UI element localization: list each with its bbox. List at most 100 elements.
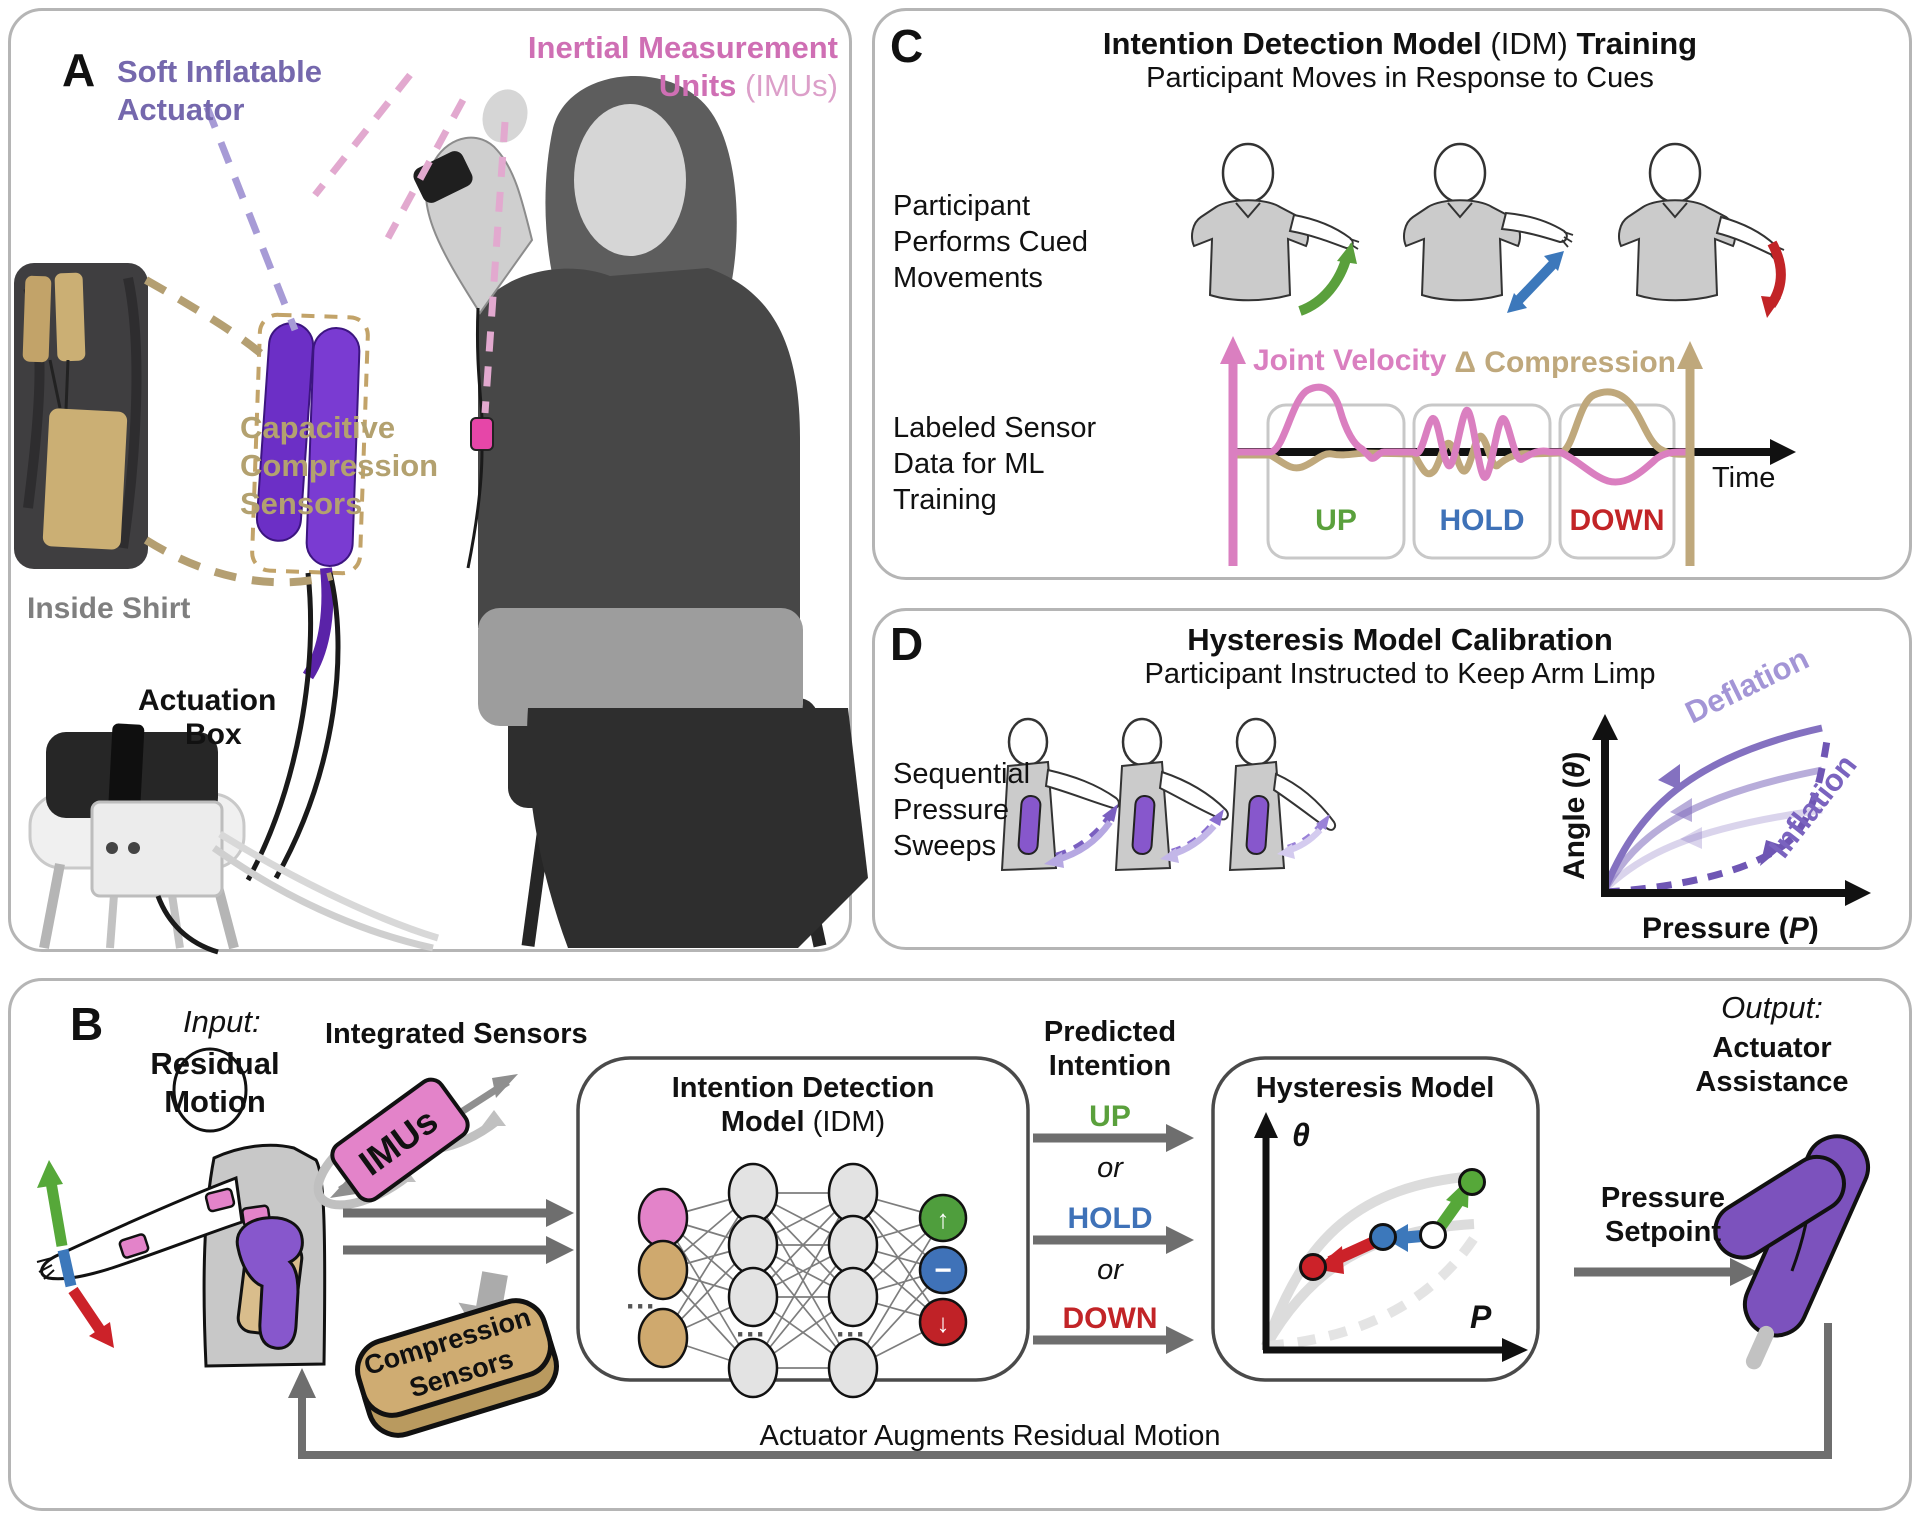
- idm-title-line1: Intention Detection: [671, 1072, 935, 1104]
- imu-label-line2: Units (IMUs): [659, 68, 838, 104]
- panel-d-subtitle: Participant Instructed to Keep Arm Limp: [1144, 658, 1656, 690]
- predicted-intention-arrows: [1033, 1124, 1194, 1354]
- cap-sensor-label-line2: Compression: [240, 448, 439, 483]
- nn-hidden1-dots: ···: [736, 1318, 766, 1351]
- nn-output-down-node: [918, 1297, 968, 1347]
- inside-shirt-label: Inside Shirt: [27, 592, 191, 625]
- cap-sensor-label-line3: Sensors: [240, 486, 363, 521]
- sweep-figure-3: [1228, 717, 1337, 872]
- predicted-label-line1: Predicted: [1043, 1016, 1177, 1048]
- panel-d-letter: D: [890, 618, 924, 670]
- up-state-dot: [1458, 1168, 1486, 1196]
- actuator-label-line1: Soft Inflatable: [117, 54, 322, 89]
- nn-hidden2-dots: ···: [836, 1318, 866, 1351]
- imus-icon: IMUs: [313, 1074, 518, 1210]
- panel-c-letter: C: [890, 20, 924, 72]
- residual-up-arrow: [45, 1181, 68, 1247]
- pressure-setpoint-line2: Setpoint: [1605, 1216, 1721, 1248]
- nn-input-compression-node: [637, 1239, 689, 1301]
- hysteresis-title: Hysteresis Model: [1255, 1072, 1495, 1104]
- idm-title-model: Model: [720, 1106, 813, 1138]
- residual-down-arrow: [68, 1286, 105, 1334]
- panel-c-title: Intention Detection Model (IDM) Training: [1103, 26, 1697, 62]
- idm-box: ··· ··· ··· ↑ − ↓: [576, 1056, 1030, 1399]
- p-axis-label: P: [1470, 1299, 1492, 1335]
- chest-imu-photo: [466, 307, 494, 569]
- down-state-dot: [1299, 1253, 1327, 1281]
- integrated-sensors-label: Integrated Sensors: [325, 1018, 588, 1050]
- or-label-1: or: [1097, 1152, 1123, 1184]
- nn-input-compression-node-2: [637, 1307, 689, 1369]
- predicted-up-label: UP: [1089, 1100, 1131, 1133]
- labeled-label-line2: Data for ML: [893, 448, 1045, 480]
- actuation-box-label-line2: Box: [185, 718, 242, 751]
- panel-c: [872, 8, 1912, 580]
- up-cue-arrow: [1298, 254, 1352, 316]
- armpit-actuator: [235, 1216, 304, 1350]
- leader-lines: [143, 72, 509, 587]
- cue-figure-hold: [1403, 142, 1574, 313]
- sequential-label-line1: Sequential: [893, 758, 1031, 790]
- hold-cue-arrow: [1512, 257, 1560, 307]
- predicted-label-line2: Intention: [1048, 1050, 1172, 1082]
- predicted-down-label: DOWN: [1062, 1302, 1158, 1335]
- time-label: Time: [1712, 462, 1776, 494]
- feedback-label: Actuator Augments Residual Motion: [759, 1420, 1221, 1452]
- sequential-label-line3: Sweeps: [893, 830, 997, 862]
- pressure-axis-label: Pressure (P): [1642, 912, 1819, 945]
- panel-c-subtitle: Participant Moves in Response to Cues: [1146, 62, 1654, 94]
- sweep-figure-2: [1114, 717, 1229, 872]
- hold-state-dot: [1369, 1223, 1397, 1251]
- angle-axis-label: Angle (θ): [1558, 752, 1591, 880]
- idm-title-paren: (IDM): [812, 1106, 886, 1138]
- residual-motion-figure: [36, 1047, 327, 1368]
- output-label: Output:: [1721, 990, 1823, 1025]
- hold-segment-label: HOLD: [1439, 504, 1525, 537]
- deflation-curve: [1601, 724, 1823, 891]
- joint-velocity-curve: [1233, 383, 1688, 486]
- imu-patch-1: [204, 1187, 236, 1213]
- cued-label-line3: Movements: [893, 262, 1043, 294]
- down-segment-box: [1558, 403, 1676, 560]
- idm-title-line2: Model (IDM): [721, 1106, 885, 1139]
- nn-input-dots: ···: [626, 1290, 656, 1323]
- c-title-main: Intention Detection Model: [1102, 26, 1482, 61]
- panel-b-letter: B: [70, 998, 104, 1050]
- soft-actuator-photo: [245, 312, 370, 882]
- panel-d-title: Hysteresis Model Calibration: [1187, 622, 1613, 657]
- labeled-label-line1: Labeled Sensor: [893, 412, 1097, 444]
- feedback-loop-line: [298, 1323, 1832, 1459]
- actuator-output-icon: [1713, 1134, 1870, 1370]
- actuator-assistance-line1: Actuator: [1712, 1032, 1832, 1064]
- sequential-label-line2: Pressure: [893, 794, 1010, 826]
- cued-label-line1: Participant: [893, 190, 1031, 222]
- compression-sensors-icon: Compression Sensors: [355, 1271, 559, 1438]
- residual-label-line2: Motion: [164, 1084, 266, 1119]
- cap-sensor-label-line1: Capacitive: [240, 410, 396, 445]
- residual-label-line1: Residual: [150, 1046, 280, 1081]
- cue-figure-down: [1618, 142, 1786, 318]
- up-arrow-icon: ↑: [937, 1204, 950, 1234]
- inflation-curve: [1604, 733, 1832, 896]
- panel-a-letter: A: [62, 44, 96, 96]
- or-label-2: or: [1097, 1254, 1123, 1286]
- down-segment-label: DOWN: [1569, 504, 1665, 537]
- hysteresis-model-box: θ P: [1211, 1056, 1540, 1382]
- predicted-hold-label: HOLD: [1067, 1202, 1153, 1235]
- hold-segment-box: [1412, 403, 1552, 560]
- actuation-box-photo: [28, 723, 440, 955]
- inside-shirt-inset: [14, 263, 148, 569]
- actuator-label-line2: Actuator: [117, 92, 245, 127]
- training-chart: [1220, 336, 1796, 566]
- actuator-assistance-line2: Assistance: [1695, 1066, 1849, 1098]
- nn-output-up-node: [918, 1193, 968, 1243]
- residual-hold-segment: [57, 1248, 77, 1288]
- imu-label-units: Units: [658, 68, 746, 103]
- current-state-dot: [1419, 1221, 1447, 1249]
- imu-label-line1: Inertial Measurement: [527, 30, 838, 65]
